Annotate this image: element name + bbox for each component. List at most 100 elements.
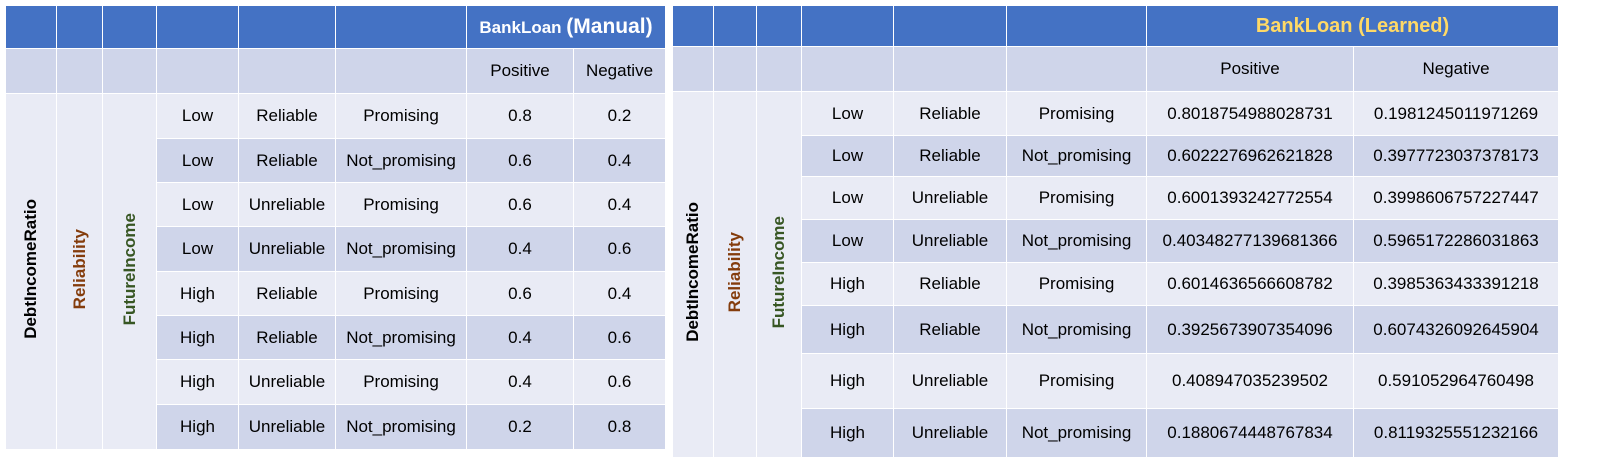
future-income-cell: Not_promising (335, 315, 467, 360)
var-debt-label: DebtIncomeRatio (5, 93, 57, 450)
debt-cell: Low (801, 176, 894, 220)
debt-cell: Low (156, 182, 239, 227)
table-row: High Unreliable Promising 0.408947035239502… (673, 353, 1560, 409)
table-row: Low Unreliable Not_promising 0.4 0.6 (6, 226, 666, 272)
negative-prob-cell: 0.3985363433391218 (1352, 262, 1560, 306)
negative-prob-cell: 0.8 (573, 404, 666, 450)
positive-prob-cell: 0.6001393242772554 (1146, 176, 1354, 220)
future-income-cell: Not_promising (335, 404, 467, 450)
positive-prob-cell: 0.6022276962621828 (1146, 135, 1354, 177)
negative-prob-cell: 0.591052964760498 (1352, 353, 1560, 409)
positive-prob-cell: 0.4 (466, 226, 574, 272)
negative-prob-cell: 0.8119325551232166 (1352, 408, 1560, 458)
future-income-cell: Promising (1006, 262, 1147, 306)
reliability-cell: Unreliable (238, 226, 336, 272)
var-future-label: FutureIncome (102, 93, 157, 450)
var-future-label: FutureIncome (756, 91, 802, 458)
positive-prob-cell: 0.6 (466, 138, 574, 183)
var-reliability-label: Reliability (713, 91, 757, 458)
debt-cell: High (156, 359, 239, 405)
learned-title: BankLoan (Learned) (1145, 5, 1560, 47)
future-income-cell: Not_promising (1006, 305, 1147, 354)
positive-prob-cell: 0.1880674448767834 (1146, 408, 1354, 458)
positive-prob-cell: 0.6 (466, 271, 574, 316)
positive-prob-cell: 0.2 (466, 404, 574, 450)
debt-cell: High (156, 404, 239, 450)
debt-cell: High (156, 315, 239, 360)
table-row: High Unreliable Promising 0.4 0.6 (6, 359, 666, 405)
positive-prob-cell: 0.4 (466, 315, 574, 360)
table-row: Low Unreliable Promising 0.6001393242772554… (673, 176, 1560, 220)
reliability-cell: Unreliable (238, 359, 336, 405)
table-row: Low Unreliable Not_promising 0.403482771396… (673, 219, 1560, 263)
future-income-cell: Not_promising (1006, 219, 1147, 263)
reliability-cell: Reliable (238, 271, 336, 316)
reliability-cell: Unreliable (893, 176, 1007, 220)
negative-prob-cell: 0.5965172286031863 (1352, 219, 1560, 263)
var-debt-label: DebtIncomeRatio (672, 91, 714, 458)
negative-prob-cell: 0.6 (573, 359, 666, 405)
positive-prob-cell: 0.6014636566608782 (1146, 262, 1354, 306)
future-income-cell: Not_promising (335, 138, 467, 183)
negative-prob-cell: 0.4 (573, 271, 666, 316)
table-row: Low Reliable Not_promising 0.6 0.4 (6, 138, 666, 183)
table-row: High Reliable Promising 0.6 0.4 (6, 271, 666, 316)
manual-cpt-table: BankLoan (Manual) Positive Negative Debt… (5, 5, 666, 450)
reliability-cell: Reliable (893, 91, 1007, 136)
debt-cell: Low (156, 93, 239, 139)
future-income-cell: Promising (1006, 176, 1147, 220)
table-row: Low Unreliable Promising 0.6 0.4 (6, 182, 666, 227)
positive-prob-cell: 0.3925673907354096 (1146, 305, 1354, 354)
reliability-cell: Reliable (893, 305, 1007, 354)
positive-prob-cell: 0.8 (466, 93, 574, 139)
manual-col-positive: Positive (466, 48, 574, 94)
table-row: Low Reliable Not_promising 0.60222769626218… (673, 135, 1560, 177)
future-income-cell: Not_promising (335, 226, 467, 272)
positive-prob-cell: 0.408947035239502 (1146, 353, 1354, 409)
debt-cell: Low (156, 226, 239, 272)
table-row: DebtIncomeRatio Reliability FutureIncome Lo… (5, 93, 666, 450)
manual-col-negative: Negative (573, 48, 666, 94)
learned-cpt-table: BankLoan (Learned) Positive Negative Deb… (672, 5, 1560, 458)
negative-prob-cell: 0.3998606757227447 (1352, 176, 1560, 220)
reliability-cell: Unreliable (893, 408, 1007, 458)
learned-col-positive: Positive (1146, 46, 1354, 92)
reliability-cell: Reliable (893, 135, 1007, 177)
debt-cell: Low (801, 219, 894, 263)
negative-prob-cell: 0.3977723037378173 (1352, 135, 1560, 177)
future-income-cell: Promising (1006, 353, 1147, 409)
debt-cell: High (801, 305, 894, 354)
negative-prob-cell: 0.1981245011971269 (1352, 91, 1560, 136)
negative-prob-cell: 0.4 (573, 138, 666, 183)
future-income-cell: Promising (335, 93, 467, 139)
negative-prob-cell: 0.6074326092645904 (1352, 305, 1560, 354)
debt-cell: High (801, 353, 894, 409)
debt-cell: Low (801, 91, 894, 136)
reliability-cell: Unreliable (893, 353, 1007, 409)
reliability-cell: Unreliable (238, 404, 336, 450)
table-row: High Unreliable Not_promising 0.2 0.8 (6, 404, 666, 450)
positive-prob-cell: 0.40348277139681366 (1146, 219, 1354, 263)
debt-cell: High (801, 262, 894, 306)
positive-prob-cell: 0.8018754988028731 (1146, 91, 1354, 136)
future-income-cell: Not_promising (1006, 135, 1147, 177)
reliability-cell: Unreliable (238, 182, 336, 227)
table-row: High Reliable Promising 0.6014636566608782 0… (673, 262, 1560, 306)
learned-subheader-row: Positive Negative (672, 46, 1560, 92)
table-row: High Reliable Not_promising 0.4 0.6 (6, 315, 666, 360)
debt-cell: Low (801, 135, 894, 177)
debt-cell: High (156, 271, 239, 316)
reliability-cell: Reliable (238, 93, 336, 139)
future-income-cell: Promising (335, 359, 467, 405)
debt-cell: High (801, 408, 894, 458)
manual-subheader-row: Positive Negative (5, 48, 666, 94)
table-row: High Reliable Not_promising 0.3925673907354… (673, 305, 1560, 354)
future-income-cell: Promising (1006, 91, 1147, 136)
var-reliability-label: Reliability (56, 93, 103, 450)
negative-prob-cell: 0.2 (573, 93, 666, 139)
learned-header-row: BankLoan (Learned) (672, 5, 1560, 47)
positive-prob-cell: 0.6 (466, 182, 574, 227)
negative-prob-cell: 0.6 (573, 315, 666, 360)
reliability-cell: Reliable (238, 138, 336, 183)
table-row: DebtIncomeRatio Reliability FutureIncome Lo… (672, 91, 1560, 458)
